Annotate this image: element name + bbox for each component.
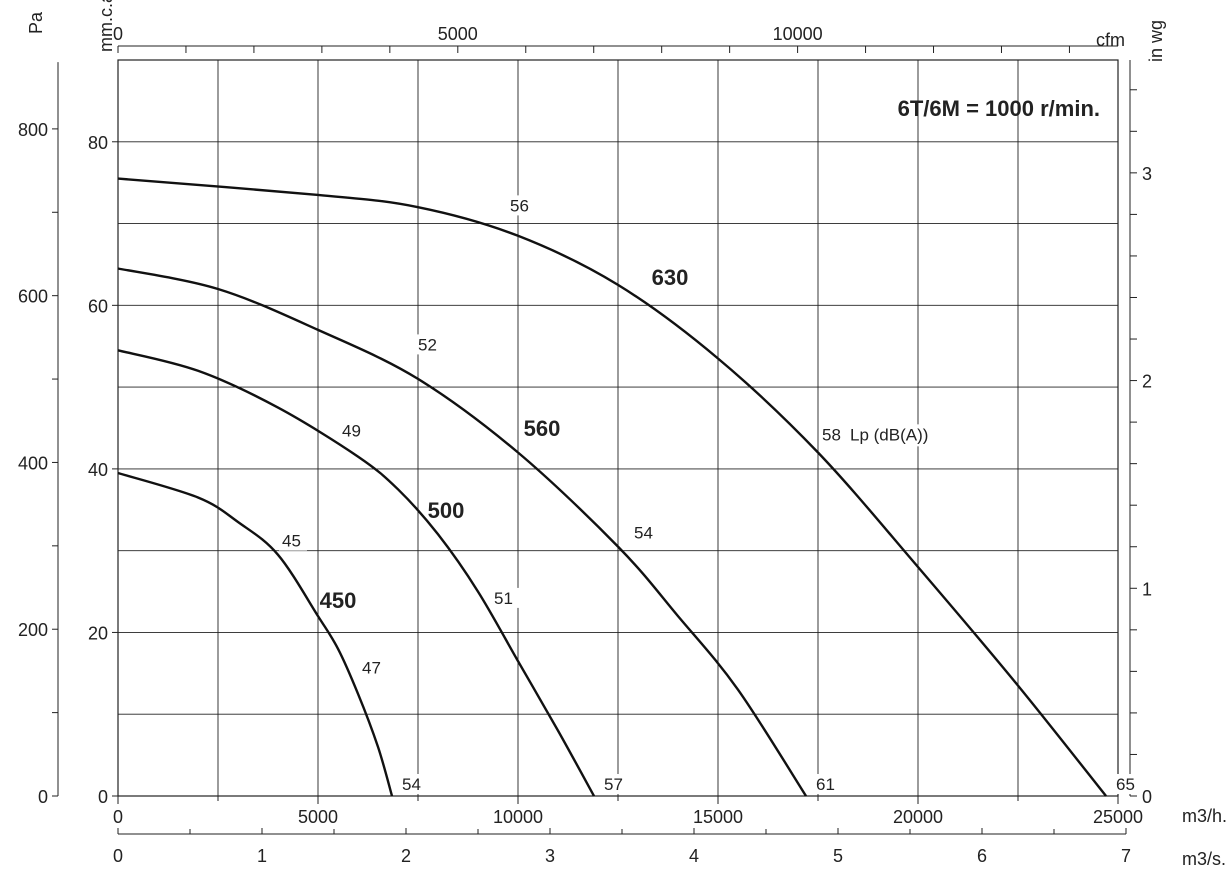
noise-label-bg (1113, 774, 1141, 794)
tick-label-inwg: 0 (1142, 787, 1152, 807)
tick-label-m3s: 6 (977, 846, 987, 866)
tick-label-m3h: 5000 (298, 807, 338, 827)
tick-label-inwg: 1 (1142, 579, 1152, 599)
noise-label-bg (507, 195, 535, 216)
tick-label-inwg: 3 (1142, 164, 1152, 184)
tick-label-inwg: 2 (1142, 372, 1152, 392)
grid (117, 59, 1119, 797)
tick-label-m3s: 7 (1121, 846, 1131, 866)
tick-label-m3s: 2 (401, 846, 411, 866)
noise-label-630: 58 (822, 425, 841, 444)
tick-label-m3s: 4 (689, 846, 699, 866)
tick-label-pa: 800 (18, 120, 48, 140)
tick-label-m3h: 25000 (1093, 807, 1143, 827)
tick-label-pa: 400 (18, 453, 48, 473)
tick-label-m3h: 15000 (693, 807, 743, 827)
curve-630 (117, 177, 1107, 797)
tick-label-mmca: 20 (88, 623, 108, 643)
chart-title: 6T/6M = 1000 r/min. (898, 96, 1100, 121)
performance-curves (117, 177, 1107, 797)
tick-label-pa: 600 (18, 287, 48, 307)
y-axis-label-inwg: in wg (1146, 20, 1166, 62)
tick-label-m3s: 0 (113, 846, 123, 866)
noise-label-560: 54 (634, 523, 653, 542)
curve-labels: 450 45 47 54 500 49 51 57 560 52 54 61 630 56 58 65 Lp (… (279, 195, 1141, 794)
curve-450 (117, 471, 394, 797)
noise-label-bg (631, 522, 659, 543)
tick-label-mmca: 0 (98, 787, 108, 807)
curve-name-500: 500 (428, 498, 465, 523)
noise-label-500: 51 (494, 589, 513, 608)
x-axis-label-cfm: cfm (1096, 30, 1125, 50)
curve-name-450: 450 (320, 588, 357, 613)
curve-name-560: 560 (524, 416, 561, 441)
y-axis-label-pa: Pa (26, 11, 46, 34)
tick-label-m3h: 20000 (893, 807, 943, 827)
tick-label-mmca: 60 (88, 296, 108, 316)
tick-label-m3s: 1 (257, 846, 267, 866)
tick-label-mmca: 80 (88, 133, 108, 153)
noise-label-bg (601, 774, 629, 794)
noise-label-450: 45 (282, 532, 301, 551)
x-axis-label-m3h: m3/h. (1182, 806, 1227, 826)
tick-label-cfm: 0 (113, 24, 123, 44)
tick-label-m3h: 10000 (493, 807, 543, 827)
y-axis-label-mmca: mm.c.a. (96, 0, 116, 52)
tick-label-m3s: 5 (833, 846, 843, 866)
noise-label-bg (491, 587, 519, 608)
noise-label-630: 56 (510, 196, 529, 215)
noise-label-630: 65 (1116, 775, 1135, 794)
noise-label-560: 61 (816, 775, 835, 794)
noise-label-bg (279, 530, 307, 551)
lp-unit-label-bg (848, 424, 954, 447)
curve-name-630: 630 (652, 265, 689, 290)
tick-label-cfm: 5000 (438, 24, 478, 44)
noise-label-500: 57 (604, 775, 623, 794)
noise-label-bg (359, 657, 387, 678)
x-axis-label-m3s: m3/s. (1182, 849, 1226, 869)
noise-label-560: 52 (418, 335, 437, 354)
noise-label-bg (819, 424, 847, 445)
noise-label-500: 49 (342, 421, 361, 440)
noise-label-450: 54 (402, 775, 421, 794)
tick-label-pa: 200 (18, 620, 48, 640)
tick-label-cfm: 10000 (773, 24, 823, 44)
noise-label-450: 47 (362, 658, 381, 677)
tick-label-mmca: 40 (88, 460, 108, 480)
noise-label-bg (415, 334, 443, 355)
tick-label-m3s: 3 (545, 846, 555, 866)
noise-label-bg (813, 774, 841, 794)
noise-label-bg (339, 420, 367, 441)
noise-label-bg (399, 774, 427, 794)
tick-label-pa: 0 (38, 787, 48, 807)
lp-unit-label: Lp (dB(A)) (850, 425, 928, 444)
tick-label-m3h: 0 (113, 807, 123, 827)
curve-500 (117, 349, 596, 797)
curve-560 (117, 267, 808, 797)
